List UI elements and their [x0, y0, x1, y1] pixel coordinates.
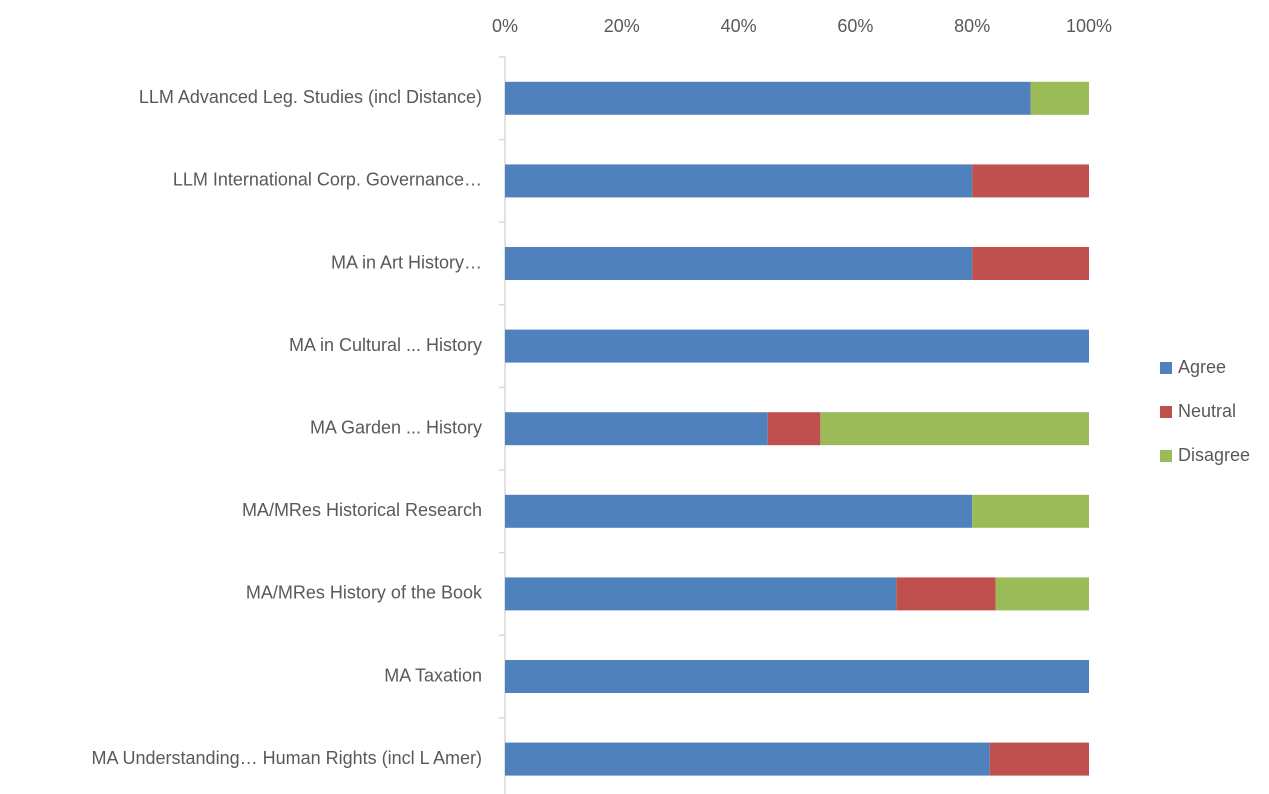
- bar-segment: [1030, 81, 1089, 115]
- legend-label: Disagree: [1178, 445, 1250, 465]
- y-tick-label: MA Garden ... History: [310, 417, 482, 437]
- bar-segment: [505, 660, 1089, 693]
- legend-swatch: [1160, 406, 1172, 418]
- y-tick-label: MA Taxation: [384, 665, 482, 685]
- legend-swatch: [1160, 450, 1172, 462]
- x-tick-label: 40%: [721, 16, 757, 36]
- x-tick-label: 0%: [492, 16, 518, 36]
- x-tick-label: 60%: [837, 16, 873, 36]
- y-tick-label: MA in Cultural ... History: [289, 335, 482, 355]
- bar-segment: [505, 164, 973, 198]
- bar-segment: [505, 577, 897, 611]
- bar-segment: [505, 247, 973, 280]
- bar-segment: [767, 412, 821, 446]
- y-tick-label: MA Understanding… Human Rights (incl L A…: [92, 748, 483, 768]
- bar-segment: [972, 247, 1089, 280]
- bar-segment: [989, 742, 1089, 776]
- y-tick-label: LLM Advanced Leg. Studies (incl Distance…: [139, 87, 482, 107]
- bar-segment: [505, 329, 1089, 363]
- bar-segment: [972, 494, 1089, 528]
- legend-label: Neutral: [1178, 401, 1236, 421]
- bar-segment: [505, 412, 768, 446]
- y-tick-label: MA in Art History…: [331, 252, 482, 272]
- y-tick-label: MA/MRes History of the Book: [246, 583, 483, 603]
- legend-swatch: [1160, 362, 1172, 374]
- x-tick-label: 80%: [954, 16, 990, 36]
- bar-segment: [995, 577, 1089, 611]
- x-tick-label: 20%: [604, 16, 640, 36]
- legend-label: Agree: [1178, 357, 1226, 377]
- bar-segment: [505, 494, 973, 528]
- bar-segment: [972, 164, 1089, 198]
- bar-segment: [896, 577, 996, 611]
- y-tick-label: MA/MRes Historical Research: [242, 500, 482, 520]
- bar-segment: [820, 412, 1089, 446]
- x-tick-label: 100%: [1066, 16, 1112, 36]
- bar-segment: [505, 742, 990, 776]
- bar-segment: [505, 81, 1031, 115]
- y-tick-label: LLM International Corp. Governance…: [173, 170, 482, 190]
